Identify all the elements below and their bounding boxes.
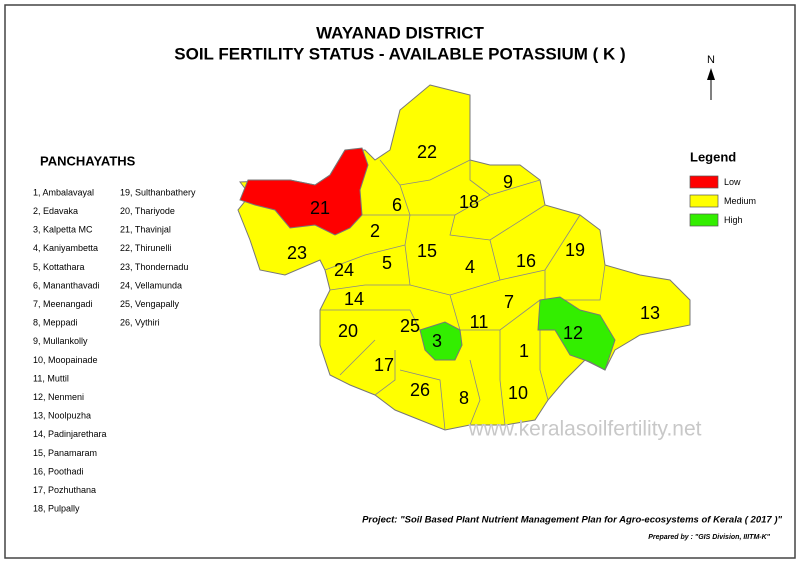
- boundary: [449, 294, 541, 331]
- prepared-by: Prepared by : "GIS Division, IIITM-K": [648, 534, 770, 541]
- panchayath-item: 24, Vellamunda: [120, 280, 182, 290]
- region-label: 13: [640, 303, 660, 323]
- region-area: [239, 147, 369, 236]
- panchayath-item: 21, Thavinjal: [120, 225, 171, 235]
- panchayath-item: 3, Kalpetta MC: [33, 225, 93, 235]
- boundary: [399, 369, 446, 431]
- region-label: 17: [374, 355, 394, 375]
- panchayath-item: 5, Kottathara: [33, 262, 85, 272]
- legend-swatch: [689, 194, 719, 208]
- region-label: 25: [400, 316, 420, 336]
- panchayath-item: 12, Nenmeni: [33, 392, 84, 402]
- panchayath-item: 1, Ambalavayal: [33, 187, 94, 197]
- boundary: [374, 350, 396, 396]
- watermark: www.keralasoilfertility.net: [467, 418, 701, 441]
- panchayath-item: 13, Noolpuzha: [33, 411, 91, 421]
- legend-swatch: [689, 213, 719, 227]
- north-label: N: [707, 54, 715, 66]
- boundary: [544, 264, 606, 301]
- region-label: 21: [310, 198, 330, 218]
- region-label: 7: [504, 292, 514, 312]
- region-label: 23: [287, 243, 307, 263]
- region-label: 1: [519, 341, 529, 361]
- region-label: 8: [459, 388, 469, 408]
- region-label: 11: [470, 312, 489, 332]
- region-label: 20: [338, 321, 358, 341]
- region-label: 12: [563, 323, 583, 343]
- panchayath-item: 7, Meenangadi: [33, 299, 93, 309]
- panchayath-item: 19, Sulthanbathery: [120, 187, 196, 197]
- legend-label: Medium: [724, 196, 756, 206]
- boundary: [499, 330, 506, 426]
- panchayath-item: 20, Thariyode: [120, 206, 175, 216]
- district-map: 22 9 18 6 21 2 23 15 19 16 4 5 24 14 7 13 20 25 11 12 3 1 17 26…: [237, 84, 691, 431]
- boundary: [469, 160, 541, 196]
- panchayath-item: 17, Pozhuthana: [33, 485, 96, 495]
- boundary: [469, 359, 481, 426]
- boundary: [320, 309, 421, 331]
- region-area: [419, 321, 463, 361]
- region-label: 5: [382, 253, 392, 273]
- panchayath-item: 8, Meppadi: [33, 318, 78, 328]
- region-label: 22: [417, 142, 437, 162]
- region-label: 6: [392, 195, 402, 215]
- region-label: 19: [565, 240, 585, 260]
- north-arrow: [707, 68, 715, 100]
- boundary: [379, 159, 471, 186]
- title-line: SOIL FERTILITY STATUS - AVAILABLE POTASS…: [174, 44, 625, 63]
- region-label: 18: [459, 192, 479, 212]
- region-label: 24: [334, 260, 354, 280]
- region-label: 10: [508, 383, 528, 403]
- boundary: [489, 214, 581, 281]
- panchayath-item: 10, Moopainade: [33, 355, 98, 365]
- panchayath-item: 22, Thirunelli: [120, 243, 171, 253]
- boundary: [449, 204, 546, 241]
- region-label: 2: [370, 221, 380, 241]
- panchayath-item: 25, Vengapally: [120, 299, 180, 309]
- panchayath-item: 6, Mananthavadi: [33, 280, 100, 290]
- region-label: 3: [432, 331, 442, 351]
- boundary: [399, 184, 491, 216]
- panchayath-item: 26, Vythiri: [120, 318, 160, 328]
- legend-title: Legend: [690, 149, 736, 164]
- region-label: 16: [516, 251, 536, 271]
- legend-label: High: [724, 215, 743, 225]
- boundary: [339, 339, 376, 376]
- panchayath-item: 9, Mullankolly: [33, 336, 88, 346]
- panchayath-item: 2, Edavaka: [33, 206, 78, 216]
- panchayath-item: 4, Kaniyambetta: [33, 243, 98, 253]
- boundary: [539, 330, 549, 401]
- region-label: 4: [465, 257, 475, 277]
- panchayath-heading: PANCHAYATHS: [40, 153, 136, 168]
- panchayath-item: 16, Poothadi: [33, 466, 84, 476]
- region-label: 9: [503, 172, 513, 192]
- region-label: 15: [417, 241, 437, 261]
- panchayath-item: 11, Muttil: [33, 373, 69, 383]
- region-label: 14: [344, 289, 364, 309]
- project-note: Project: "Soil Based Plant Nutrient Mana…: [362, 515, 782, 526]
- boundary: [324, 244, 406, 271]
- panchayath-item: 18, Pulpally: [33, 504, 80, 514]
- legend-swatch: [689, 175, 719, 189]
- title-line: WAYANAD DISTRICT: [316, 23, 484, 42]
- region-label: 26: [410, 380, 430, 400]
- region-area: [537, 296, 616, 371]
- panchayath-item: 15, Panamaram: [33, 448, 97, 458]
- panchayath-item: 14, Padinjarethara: [33, 429, 107, 439]
- legend-label: Low: [724, 177, 741, 187]
- panchayath-item: 23, Thondernadu: [120, 262, 188, 272]
- boundary: [329, 279, 501, 296]
